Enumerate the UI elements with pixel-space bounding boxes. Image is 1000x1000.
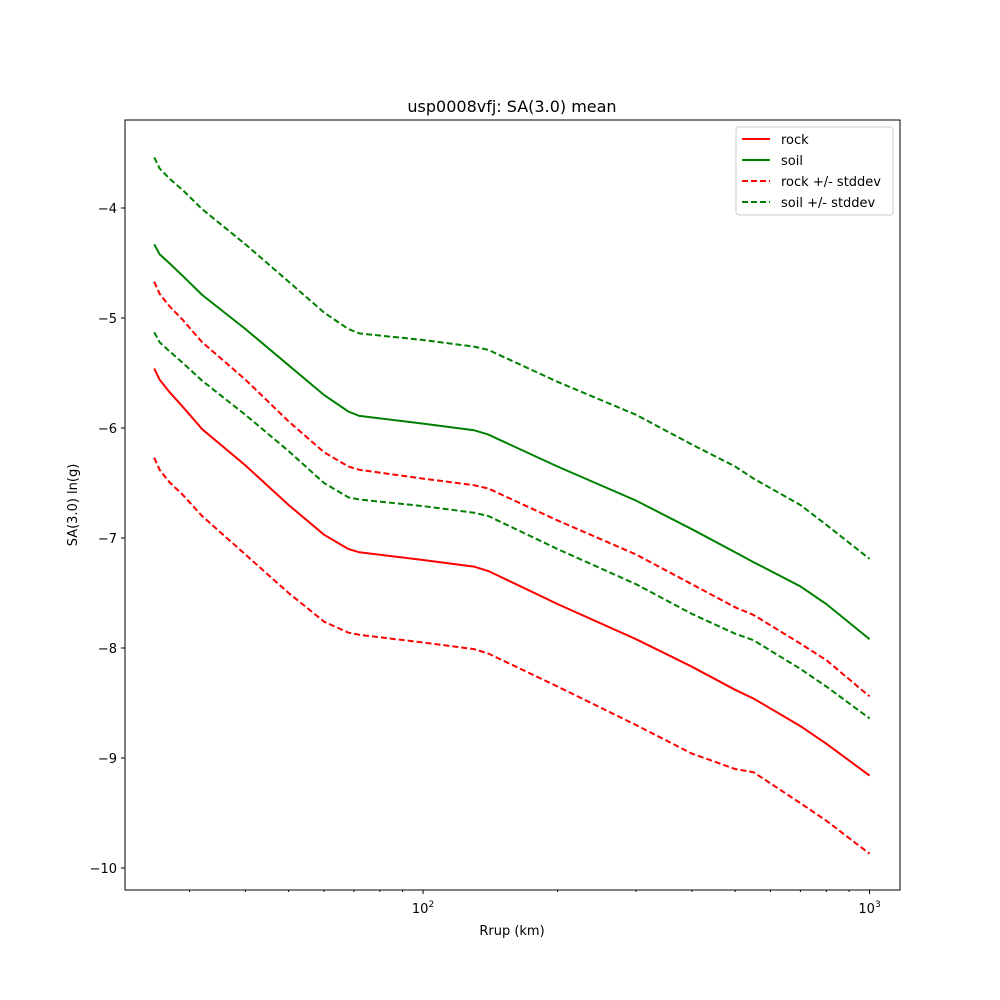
- series-line-2: [153, 281, 871, 698]
- series-line-5: [153, 331, 871, 720]
- x-axis: 102 103: [189, 890, 881, 917]
- legend-label-2: rock +/- stddev: [781, 175, 881, 190]
- legend-box: [735, 126, 894, 216]
- x-tick-label: 103: [858, 900, 880, 917]
- y-tick-label: −10: [90, 862, 117, 877]
- series-line-1: [153, 243, 871, 640]
- y-tick-label: −9: [98, 752, 117, 767]
- series-line-0: [153, 368, 871, 777]
- y-tick-label: −4: [98, 202, 117, 217]
- series-line-3: [153, 457, 871, 855]
- y-axis: −10 −9 −8 −7 −6 −5 −4: [90, 202, 125, 877]
- y-tick-label: −5: [98, 312, 117, 327]
- y-tick-label: −7: [98, 532, 117, 547]
- series-line-4: [153, 156, 871, 560]
- plot-frame: [124, 119, 901, 891]
- legend-label-0: rock: [781, 133, 809, 148]
- legend-label-1: soil: [781, 154, 803, 169]
- y-tick-label: −8: [98, 642, 117, 657]
- x-tick-label: 102: [412, 900, 434, 917]
- x-axis-label: Rrup (km): [479, 924, 544, 939]
- y-axis-label: SA(3.0) ln(g): [66, 464, 81, 547]
- y-tick-label: −6: [98, 422, 117, 437]
- legend-label-3: soil +/- stddev: [781, 196, 876, 211]
- series-layer: [153, 156, 871, 855]
- legend: rock soil rock +/- stddev soil +/- stddev: [735, 126, 894, 216]
- chart-title: usp0008vfj: SA(3.0) mean: [407, 97, 616, 116]
